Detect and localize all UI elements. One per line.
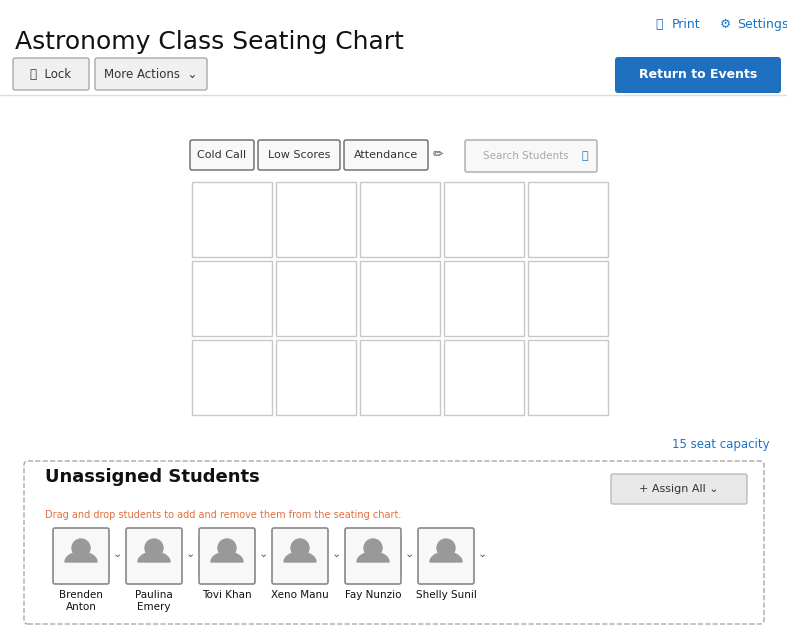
- Polygon shape: [284, 552, 316, 562]
- Circle shape: [145, 539, 163, 557]
- Text: Low Scores: Low Scores: [268, 150, 331, 160]
- Text: Drag and drop students to add and remove them from the seating chart.: Drag and drop students to add and remove…: [45, 510, 401, 520]
- Text: 🔍: 🔍: [582, 151, 589, 161]
- Text: ⌄: ⌄: [478, 549, 487, 559]
- Text: Print: Print: [672, 18, 700, 31]
- FancyBboxPatch shape: [95, 58, 207, 90]
- Bar: [276, 261, 356, 336]
- FancyBboxPatch shape: [615, 57, 781, 93]
- Bar: [528, 261, 608, 336]
- Bar: [192, 340, 272, 415]
- Polygon shape: [357, 552, 389, 562]
- Text: Brenden
Anton: Brenden Anton: [59, 590, 103, 611]
- FancyBboxPatch shape: [465, 140, 597, 172]
- Text: Return to Events: Return to Events: [639, 68, 757, 82]
- Bar: [444, 340, 524, 415]
- Circle shape: [437, 539, 455, 557]
- Text: Fay Nunzio: Fay Nunzio: [345, 590, 401, 600]
- Text: More Actions  ⌄: More Actions ⌄: [105, 68, 198, 80]
- Text: ⎙: ⎙: [655, 18, 663, 31]
- Text: ⌄: ⌄: [332, 549, 342, 559]
- Text: Unassigned Students: Unassigned Students: [45, 468, 260, 486]
- Bar: [528, 340, 608, 415]
- Text: ⚙: ⚙: [720, 18, 731, 31]
- Bar: [444, 261, 524, 336]
- FancyBboxPatch shape: [53, 528, 109, 584]
- Text: Attendance: Attendance: [354, 150, 418, 160]
- FancyBboxPatch shape: [345, 528, 401, 584]
- Bar: [276, 182, 356, 257]
- Text: Xeno Manu: Xeno Manu: [272, 590, 329, 600]
- FancyBboxPatch shape: [611, 474, 747, 504]
- Bar: [192, 182, 272, 257]
- Bar: [360, 340, 440, 415]
- FancyBboxPatch shape: [13, 58, 89, 90]
- FancyBboxPatch shape: [126, 528, 182, 584]
- Text: 15 seat capacity: 15 seat capacity: [672, 438, 770, 451]
- Text: ⌄: ⌄: [113, 549, 122, 559]
- FancyBboxPatch shape: [199, 528, 255, 584]
- Text: + Assign All ⌄: + Assign All ⌄: [639, 484, 719, 494]
- Bar: [276, 340, 356, 415]
- FancyBboxPatch shape: [272, 528, 328, 584]
- Text: ⌄: ⌄: [405, 549, 415, 559]
- Circle shape: [364, 539, 382, 557]
- Polygon shape: [65, 552, 97, 562]
- Polygon shape: [138, 552, 170, 562]
- Polygon shape: [211, 552, 243, 562]
- Text: ⌄: ⌄: [186, 549, 195, 559]
- Bar: [360, 261, 440, 336]
- Bar: [444, 182, 524, 257]
- Text: Shelly Sunil: Shelly Sunil: [416, 590, 476, 600]
- Text: ✏: ✏: [433, 149, 443, 161]
- Text: Tovi Khan: Tovi Khan: [202, 590, 252, 600]
- Text: Settings: Settings: [737, 18, 787, 31]
- Text: 🔒  Lock: 🔒 Lock: [31, 68, 72, 80]
- Polygon shape: [430, 552, 462, 562]
- FancyBboxPatch shape: [24, 461, 764, 624]
- FancyBboxPatch shape: [190, 140, 254, 170]
- Text: Search Students: Search Students: [483, 151, 569, 161]
- Text: Cold Call: Cold Call: [198, 150, 246, 160]
- Circle shape: [291, 539, 309, 557]
- FancyBboxPatch shape: [344, 140, 428, 170]
- Text: Paulina
Emery: Paulina Emery: [135, 590, 173, 611]
- FancyBboxPatch shape: [418, 528, 474, 584]
- Circle shape: [218, 539, 236, 557]
- FancyBboxPatch shape: [258, 140, 340, 170]
- Bar: [360, 182, 440, 257]
- Bar: [528, 182, 608, 257]
- Text: ⌄: ⌄: [259, 549, 268, 559]
- Text: Astronomy Class Seating Chart: Astronomy Class Seating Chart: [15, 30, 404, 54]
- Bar: [192, 261, 272, 336]
- Circle shape: [72, 539, 90, 557]
